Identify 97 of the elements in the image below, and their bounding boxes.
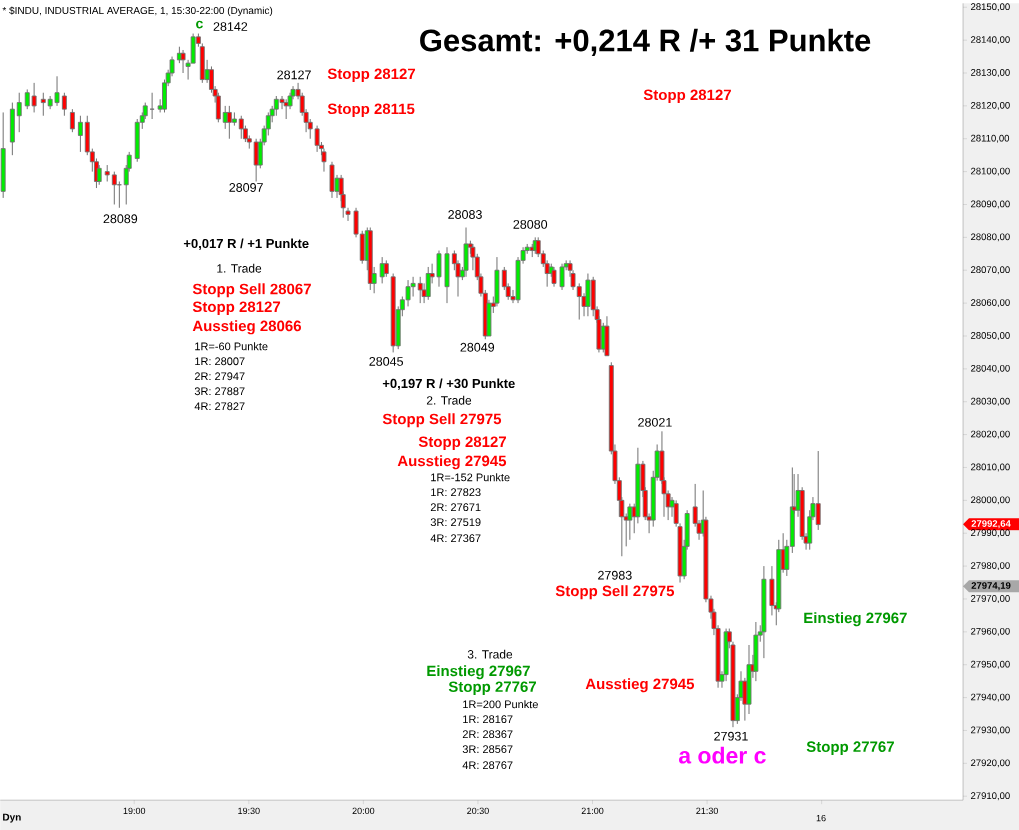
annotation: 4R: 28767 [462,761,513,769]
y-tick-label: 27970,00 [971,594,1010,603]
y-tick-label: 27940,00 [971,693,1010,702]
y-tick-label: 28140,00 [971,36,1010,44]
candlestick [417,276,423,304]
annotation: 1R=200 Punkte [463,700,538,709]
annotation: 2R: 28367 [462,730,513,738]
candlestick [69,108,75,133]
candlestick [96,164,102,186]
y-tick-label: 27980,00 [971,562,1010,570]
x-tick-label: 19:00 [123,807,146,814]
annotation: 28080 [513,219,548,229]
annotation: 28083 [448,210,482,219]
annotation: 1R: 28007 [195,357,245,366]
annotation: Stopp Sell 27975 [382,413,502,428]
annotation: +0,017 R / +1 Punkte [183,238,309,250]
y-tick-label: 27930,00 [971,726,1010,735]
y-tick-label: 28130,00 [971,69,1010,77]
y-tick-label: 28040,00 [971,364,1010,373]
annotation: 27983 [598,570,632,580]
annotation: 2R: 27671 [430,503,481,512]
annotation: 28045 [369,356,404,366]
candlestick [61,92,67,117]
annotation: 27931 [714,731,748,741]
annotation: 4R: 27367 [430,534,481,543]
y-tick-label: 27910,00 [971,792,1010,801]
annotation: 3. Trade [467,649,513,659]
annotation: Stopp 27767 [448,681,536,695]
y-tick-label: 28150,00 [971,3,1010,12]
annotation: 1R=-60 Punkte [195,342,268,351]
y-tick-label: 28000,00 [971,496,1010,505]
y-tick-label: 28100,00 [971,167,1010,176]
annotation: Ausstieg 27945 [397,455,507,470]
annotation: Stopp Sell 28067 [192,283,311,298]
annotation: 1R: 28167 [463,715,513,724]
y-tick-label: 28070,00 [971,266,1010,275]
y-tick-label: 28010,00 [971,463,1010,472]
candlestick [77,115,83,153]
annotation: 28089 [103,214,138,224]
annotation: Ausstieg 27945 [585,678,695,693]
annotation: Stopp 28127 [192,301,281,315]
text: 16 [816,814,826,822]
x-tick-label: 19:30 [238,807,260,814]
y-tick-label: 27960,00 [971,627,1010,636]
candlestick [40,92,46,117]
y-tick-label: 28120,00 [971,101,1010,110]
annotation: 2R: 27947 [194,372,245,381]
annotation: 2. Trade [426,395,472,405]
x-tick-label: 20:30 [467,807,489,814]
x-tick-label: 21:30 [696,807,718,814]
candlestick [559,263,565,291]
candlestick [551,266,557,288]
annotation: Stopp 28115 [327,103,415,118]
annotation: Stopp 28127 [643,89,731,104]
text: Gesamt: +0,214 R /+ 31 Punkte [420,28,871,56]
x-tick-label: 21:00 [581,807,604,814]
candlestick [425,266,431,301]
text: Dyn [3,813,21,823]
annotation: Stopp 28127 [418,436,506,450]
annotation: Stopp 28127 [327,68,416,83]
candlestick [238,115,244,140]
y-tick-label: 28060,00 [971,299,1010,307]
y-tick-label: 27950,00 [971,660,1010,669]
annotation: 28142 [213,22,248,31]
annotation: 1R=-152 Punkte [431,473,510,482]
y-tick-label: 28080,00 [971,233,1010,242]
y-tick-label: 28020,00 [971,430,1010,439]
chart-title: * $INDU, INDUSTRIAL AVERAGE, 1, 15:30-22:00 (Dynamic) [2,6,273,16]
y-tick-label: 28050,00 [971,332,1010,340]
y-tick-label: 27990,00 [971,529,1010,538]
annotation: 1. Trade [217,263,262,273]
annotation: +0,197 R / +30 Punkte [382,378,515,390]
x-tick-label: 20:00 [352,807,375,814]
annotation: 3R: 27519 [430,518,481,527]
text: 27974,19 [971,582,1011,591]
annotation: c [196,20,203,29]
y-tick-label: 28030,00 [971,397,1010,406]
annotation: 3R: 27887 [194,387,245,396]
y-tick-label: 28110,00 [971,134,1010,143]
annotation: 28049 [460,342,495,352]
annotation: 28021 [638,417,672,427]
annotation: 28097 [229,183,263,192]
text: 27992,64 [971,520,1011,529]
annotation: 1R: 27823 [431,488,481,497]
annotation: a oder c [678,746,766,764]
candlestick [16,92,22,133]
annotation: 3R: 28567 [462,745,513,753]
annotation: 4R: 27827 [194,402,245,411]
annotation: 28127 [277,70,311,80]
annotation: Stopp 27767 [806,741,894,755]
y-tick-label: 27920,00 [971,759,1010,768]
annotation: Ausstieg 28066 [192,320,301,335]
annotation: Einstieg 27967 [804,612,907,627]
annotation: Stopp Sell 27975 [555,585,675,600]
candlestick [111,171,117,205]
annotation: Einstieg 27967 [427,665,530,680]
y-tick-label: 28090,00 [971,200,1010,209]
